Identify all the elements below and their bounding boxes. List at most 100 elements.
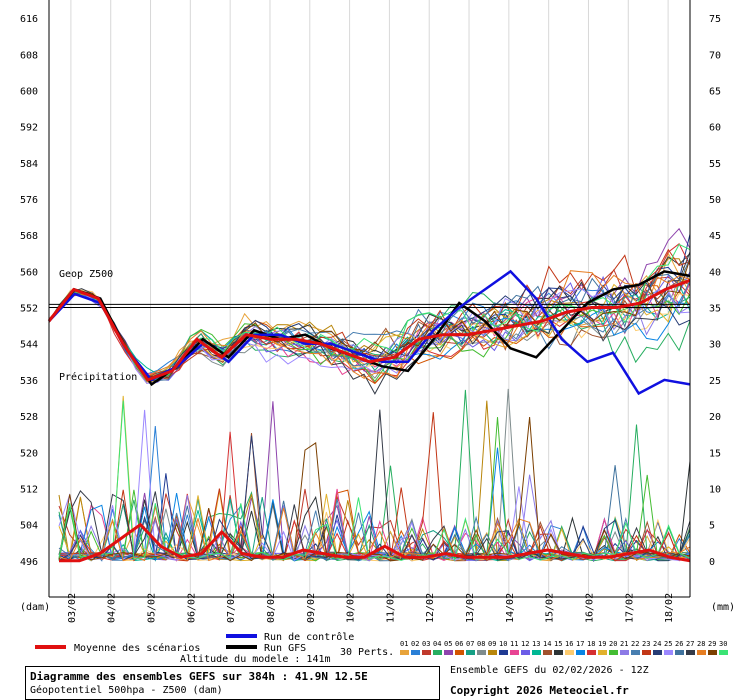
x-tick-15/02: 15/02 <box>545 593 556 623</box>
precip-member-30 <box>58 400 691 562</box>
right-tick-30: 30 <box>709 340 721 351</box>
left-tick-592: 592 <box>20 123 38 134</box>
pert-number-04: 04 <box>433 640 441 648</box>
right-tick-25: 25 <box>709 376 721 387</box>
pert-number-16: 16 <box>565 640 573 648</box>
left-tick-608: 608 <box>20 50 38 61</box>
left-tick-560: 560 <box>20 267 38 278</box>
x-tick-18/02: 18/02 <box>664 593 675 623</box>
z500-member-23 <box>48 248 691 378</box>
pert-number-03: 03 <box>422 640 430 648</box>
copyright-text: Copyright 2026 Meteociel.fr <box>450 684 629 697</box>
pert-swatch-02 <box>411 650 420 655</box>
pert-swatch-04 <box>433 650 442 655</box>
x-tick-04/02: 04/02 <box>107 593 118 623</box>
pert-swatch-07 <box>466 650 475 655</box>
pert-number-17: 17 <box>576 640 584 648</box>
pert-number-30: 30 <box>719 640 727 648</box>
left-tick-544: 544 <box>20 340 38 351</box>
x-tick-09/02: 09/02 <box>306 593 317 623</box>
pert-number-13: 13 <box>532 640 540 648</box>
pert-swatch-06 <box>455 650 464 655</box>
pert-swatch-25 <box>664 650 673 655</box>
left-tick-504: 504 <box>20 521 38 532</box>
pert-number-18: 18 <box>587 640 595 648</box>
pert-swatch-22 <box>631 650 640 655</box>
chart-subtitle: Géopotentiel 500hpa - Z500 (dam) <box>30 685 223 696</box>
pert-number-09: 09 <box>488 640 496 648</box>
right-tick-70: 70 <box>709 50 721 61</box>
right-tick-35: 35 <box>709 304 721 315</box>
pert-number-27: 27 <box>686 640 694 648</box>
right-tick-45: 45 <box>709 231 721 242</box>
pert-number-22: 22 <box>631 640 639 648</box>
pert-number-10: 10 <box>499 640 507 648</box>
pert-swatch-12 <box>521 650 530 655</box>
right-tick-75: 75 <box>709 14 721 25</box>
pert-number-24: 24 <box>653 640 661 648</box>
pert-number-15: 15 <box>554 640 562 648</box>
pert-swatch-27 <box>686 650 695 655</box>
x-tick-08/02: 08/02 <box>266 593 277 623</box>
precip-member-29 <box>58 417 691 562</box>
main-series-lines <box>47 269 691 563</box>
pert-swatch-21 <box>620 650 629 655</box>
left-tick-552: 552 <box>20 304 38 315</box>
x-tick-12/02: 12/02 <box>425 593 436 623</box>
left-tick-576: 576 <box>20 195 38 206</box>
mean-precip-line <box>59 522 691 563</box>
pert-swatch-13 <box>532 650 541 655</box>
right-tick-65: 65 <box>709 86 721 97</box>
pert-number-14: 14 <box>543 640 551 648</box>
pert-number-29: 29 <box>708 640 716 648</box>
left-tick-labels: 496 504 512 520 528 536 544 552 560 568 576 584 592 6… <box>20 14 38 568</box>
chart-title: Diagramme des ensembles GEFS sur 384h : … <box>30 670 368 683</box>
pert-swatch-18 <box>587 650 596 655</box>
pert-swatch-17 <box>576 650 585 655</box>
right-tick-50: 50 <box>709 195 721 206</box>
pert-swatch-30 <box>719 650 728 655</box>
pert-swatch-09 <box>488 650 497 655</box>
left-tick-512: 512 <box>20 484 38 495</box>
pert-number-01: 01 <box>400 640 408 648</box>
pert-swatch-28 <box>697 650 706 655</box>
pert-swatch-01 <box>400 650 409 655</box>
z500-member-28 <box>48 270 691 379</box>
pert-number-05: 05 <box>444 640 452 648</box>
left-tick-584: 584 <box>20 159 38 170</box>
pert-swatch-26 <box>675 650 684 655</box>
left-tick-568: 568 <box>20 231 38 242</box>
ensemble-run-text: Ensemble GEFS du 02/02/2026 - 12Z <box>450 665 649 676</box>
pert-number-08: 08 <box>477 640 485 648</box>
left-tick-536: 536 <box>20 376 38 387</box>
x-tick-05/02: 05/02 <box>147 593 158 623</box>
left-axis-unit: (dam) <box>20 602 50 613</box>
pert-number-20: 20 <box>609 640 617 648</box>
precip-member-10 <box>58 473 691 562</box>
legend-control-label: Run de contrôle <box>264 631 354 643</box>
pert-swatch-03 <box>422 650 431 655</box>
x-tick-14/02: 14/02 <box>505 593 516 623</box>
pert-number-02: 02 <box>411 640 419 648</box>
left-tick-616: 616 <box>20 14 38 25</box>
pert-number-23: 23 <box>642 640 650 648</box>
pert-swatch-11 <box>510 650 519 655</box>
pert-number-28: 28 <box>697 640 705 648</box>
pert-swatch-24 <box>653 650 662 655</box>
right-tick-0: 0 <box>709 557 715 568</box>
pert-number-12: 12 <box>521 640 529 648</box>
geop-label: Geop Z500 <box>59 269 113 280</box>
left-tick-496: 496 <box>20 557 38 568</box>
pert-swatch-29 <box>708 650 717 655</box>
pert-swatch-08 <box>477 650 486 655</box>
altitude-text: Altitude du modele : 141m <box>180 654 331 665</box>
x-tick-11/02: 11/02 <box>385 593 396 623</box>
right-tick-labels: 0 5 10 15 20 25 30 35 40 45 50 55 60 65 70 75 <box>709 14 721 568</box>
pert-swatch-05 <box>444 650 453 655</box>
right-axis-unit: (mm) <box>711 602 735 613</box>
legend-gfs-label: Run GFS <box>264 643 306 654</box>
right-tick-60: 60 <box>709 123 721 134</box>
precip-label: Précipitation <box>59 371 137 383</box>
mean-z500-line <box>47 278 691 382</box>
